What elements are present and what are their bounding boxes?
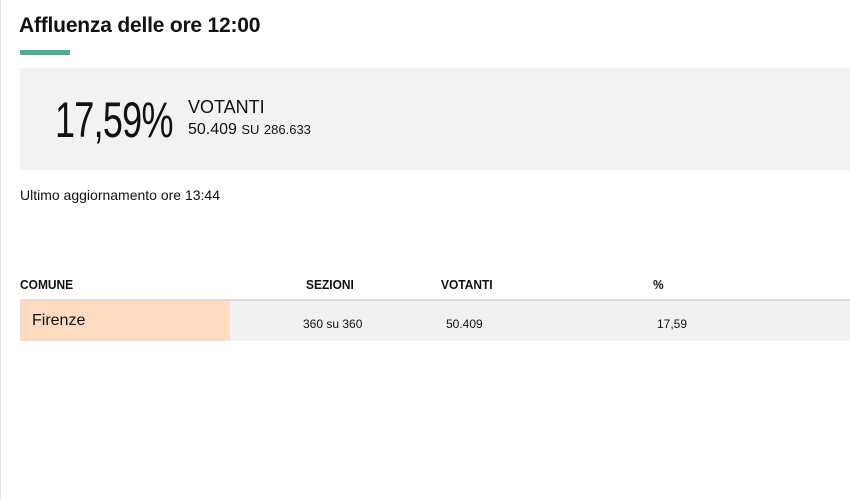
turnout-percent: 17,59% (55, 92, 174, 148)
header-divider (20, 299, 850, 301)
page-title: Affluenza delle ore 12:00 (19, 14, 261, 37)
voters-value: 50.409 (188, 121, 237, 138)
voters-label: VOTANTI (188, 97, 265, 117)
col-header-votanti: VOTANTI (441, 277, 493, 292)
col-header-comune: COMUNE (20, 277, 74, 292)
voters-total: 286.633 (263, 122, 311, 137)
last-update: Ultimo aggiornamento ore 13:44 (20, 187, 221, 203)
cell-comune (20, 301, 230, 341)
cell-sezioni: 360 su 360 (303, 317, 363, 331)
su-label: SU (241, 122, 260, 137)
title-accent-bar (20, 50, 70, 55)
summary-panel (20, 68, 850, 170)
voters-count: 50.409 SU 286.633 (188, 121, 311, 139)
cell-percent: 17,59 (657, 317, 688, 331)
col-header-percent: % (653, 277, 664, 292)
cell-votanti: 50.409 (446, 317, 483, 331)
col-header-sezioni: SEZIONI (306, 277, 354, 292)
comune-name: Firenze (32, 312, 86, 329)
